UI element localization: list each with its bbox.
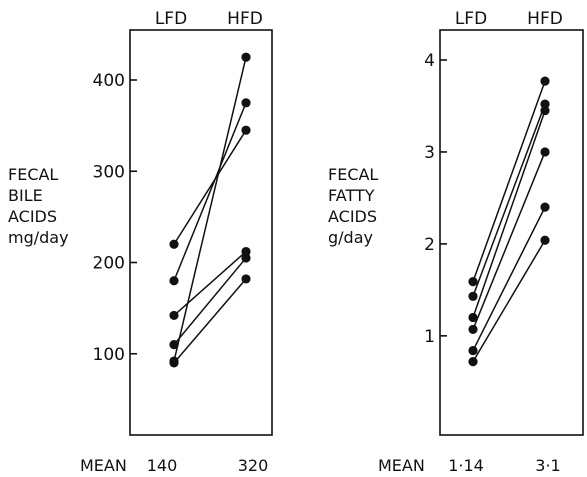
bile-acids-mean-hfd: 320 (238, 456, 269, 475)
fatty-acids-subject-line-2 (472, 151, 546, 330)
fatty-acids-category-label-1: HFD (527, 9, 563, 29)
fatty-acids-subject-line-0 (472, 239, 546, 362)
fatty-acids-subject-line-1 (472, 206, 546, 351)
bile-acids-point-hfd-1 (241, 253, 251, 263)
fatty-acids-ylabel-line-1: FATTY (328, 186, 375, 205)
bile-acids-point-hfd-4 (241, 125, 251, 135)
bile-acids-panel: LFD HFD FECAL BILE ACIDS mg/day 100 200 30… (8, 9, 273, 475)
bile-acids-point-lfd-1 (169, 340, 179, 350)
bile-acids-mean-lfd: 140 (147, 456, 178, 475)
fatty-acids-subject-lines (468, 76, 550, 367)
fatty-acids-ylabel-line-2: ACIDS (328, 207, 377, 226)
fatty-acids-subject-line-3 (472, 110, 546, 318)
fatty-acids-point-hfd-5 (540, 76, 550, 86)
bile-acids-point-lfd-4 (169, 239, 179, 249)
fatty-acids-point-hfd-4 (540, 99, 550, 109)
fatty-acids-panel: LFD HFD FECAL FATTY ACIDS g/day 1 2 3 4 MEA… (328, 9, 584, 475)
fatty-acids-point-hfd-2 (540, 147, 550, 157)
bile-acids-ytick-label-3: 400 (93, 71, 125, 91)
bile-acids-category-label-1: HFD (227, 9, 263, 29)
fatty-acids-plot-frame (439, 29, 584, 436)
fatty-acids-ylabel-line-0: FECAL (328, 165, 378, 184)
fatty-acids-point-lfd-2 (468, 324, 478, 335)
bile-acids-point-hfd-5 (241, 52, 251, 62)
fatty-acids-subject-line-5 (472, 80, 546, 282)
fatty-acids-point-hfd-1 (540, 202, 550, 212)
bile-acids-point-hfd-0 (241, 274, 251, 284)
fatty-acids-point-lfd-4 (468, 291, 478, 301)
bile-acids-ytick-label-1: 200 (93, 254, 125, 274)
bile-acids-subject-line-2 (173, 250, 247, 316)
fatty-acids-mean-lfd: 1·14 (448, 456, 484, 475)
fatty-acids-point-lfd-3 (468, 312, 478, 323)
bile-acids-ylabel-line-3: mg/day (8, 228, 69, 247)
bile-acids-ylabel-line-2: ACIDS (8, 207, 57, 226)
bile-acids-point-hfd-3 (241, 98, 251, 108)
fatty-acids-point-lfd-1 (468, 345, 478, 356)
fatty-acids-subject-line-4 (472, 103, 546, 297)
fatty-acids-y-axis: 1 2 3 4 (424, 51, 447, 347)
bile-acids-subject-line-5 (173, 57, 247, 362)
fatty-acids-ytick-label-3: 4 (424, 51, 435, 71)
bile-acids-subject-line-0 (173, 278, 247, 364)
bile-acids-category-label-0: LFD (155, 9, 187, 29)
bile-acids-mean-label: MEAN (80, 456, 127, 475)
fatty-acids-ytick-label-2: 3 (424, 143, 435, 163)
bile-acids-subject-lines (169, 52, 251, 368)
fatty-acids-ytick-label-0: 1 (424, 327, 435, 347)
fatty-acids-ylabel-line-3: g/day (328, 228, 373, 247)
fatty-acids-mean-label: MEAN (378, 456, 425, 475)
fatty-acids-point-lfd-5 (468, 276, 478, 287)
bile-acids-point-lfd-5 (169, 356, 179, 366)
bile-acids-subject-line-4 (173, 129, 247, 245)
bile-acids-point-hfd-2 (241, 246, 251, 257)
bile-acids-subject-line-3 (173, 102, 247, 282)
bile-acids-subject-line-1 (173, 257, 247, 346)
fatty-acids-point-lfd-0 (468, 356, 478, 367)
bile-acids-plot-frame (129, 29, 273, 436)
fatty-acids-category-label-0: LFD (455, 9, 487, 29)
bile-acids-point-lfd-3 (169, 276, 179, 286)
bile-acids-ytick-label-2: 300 (93, 162, 125, 182)
fatty-acids-point-hfd-0 (540, 235, 550, 245)
bile-acids-ylabel-line-1: BILE (8, 186, 43, 205)
fatty-acids-ytick-label-1: 2 (424, 235, 435, 255)
bile-acids-ylabel-line-0: FECAL (8, 165, 58, 184)
bile-acids-y-axis: 100 200 300 400 (93, 71, 137, 365)
bile-acids-point-lfd-2 (169, 310, 179, 321)
bile-acids-ytick-label-0: 100 (93, 345, 125, 365)
fatty-acids-mean-hfd: 3·1 (535, 456, 560, 475)
